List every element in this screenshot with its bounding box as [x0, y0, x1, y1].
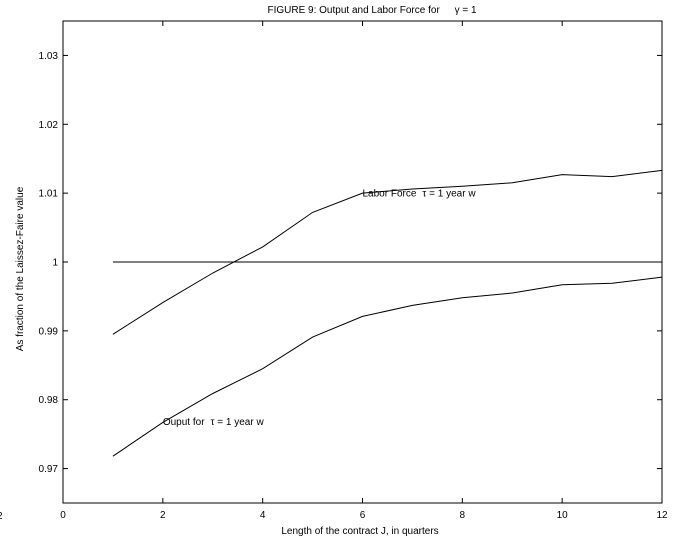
x-tick-label: 6	[360, 510, 366, 521]
series-labels: Labor Force τ = 1 year w Ouput for τ = 1 ye…	[163, 189, 477, 429]
x-tick-label: 0	[60, 510, 66, 521]
x-tick-label: 12	[656, 510, 668, 521]
x-tick-label: 2	[160, 510, 166, 521]
y-tick-label: 1	[52, 258, 58, 269]
x-tick-label: 8	[460, 510, 466, 521]
left-edge-label: 2	[0, 511, 3, 522]
y-axis-ticks: 0.97 0.98 0.99 1 1.01 1.02 1.03	[39, 51, 662, 475]
y-tick-label: 0.97	[39, 464, 59, 475]
chart-title: FIGURE 9: Output and Labor Force for γ =…	[267, 5, 476, 16]
series-label-ouput-for: Ouput for τ = 1 year w	[163, 417, 265, 428]
series-label-name: Labor Force	[363, 189, 417, 200]
y-axis-label: As fraction of the Laissez-Faire value	[15, 186, 26, 351]
series-label-tau: τ = 1 year w	[211, 417, 265, 428]
series-line-ouput-for	[112, 276, 663, 457]
series-label-name: Ouput for	[163, 417, 205, 428]
y-tick-label: 0.99	[39, 326, 59, 337]
x-tick-label: 10	[557, 510, 569, 521]
series-label-labor-force: Labor Force τ = 1 year w	[363, 189, 477, 200]
series-layer	[112, 169, 663, 457]
y-tick-label: 1.01	[39, 189, 59, 200]
series-label-tau: τ = 1 year w	[422, 189, 476, 200]
x-axis-ticks: 0 2 4 6 8 10 12	[60, 21, 668, 521]
chart-title-symbol: γ = 1	[455, 5, 477, 16]
y-tick-label: 1.02	[39, 120, 59, 131]
chart-title-text: FIGURE 9: Output and Labor Force for	[267, 5, 440, 16]
series-line-labor-force	[112, 169, 663, 335]
x-axis-label: Length of the contract J, in quarters	[281, 526, 438, 537]
x-tick-label: 4	[260, 510, 266, 521]
y-tick-label: 0.98	[39, 395, 59, 406]
y-tick-label: 1.03	[39, 51, 59, 62]
